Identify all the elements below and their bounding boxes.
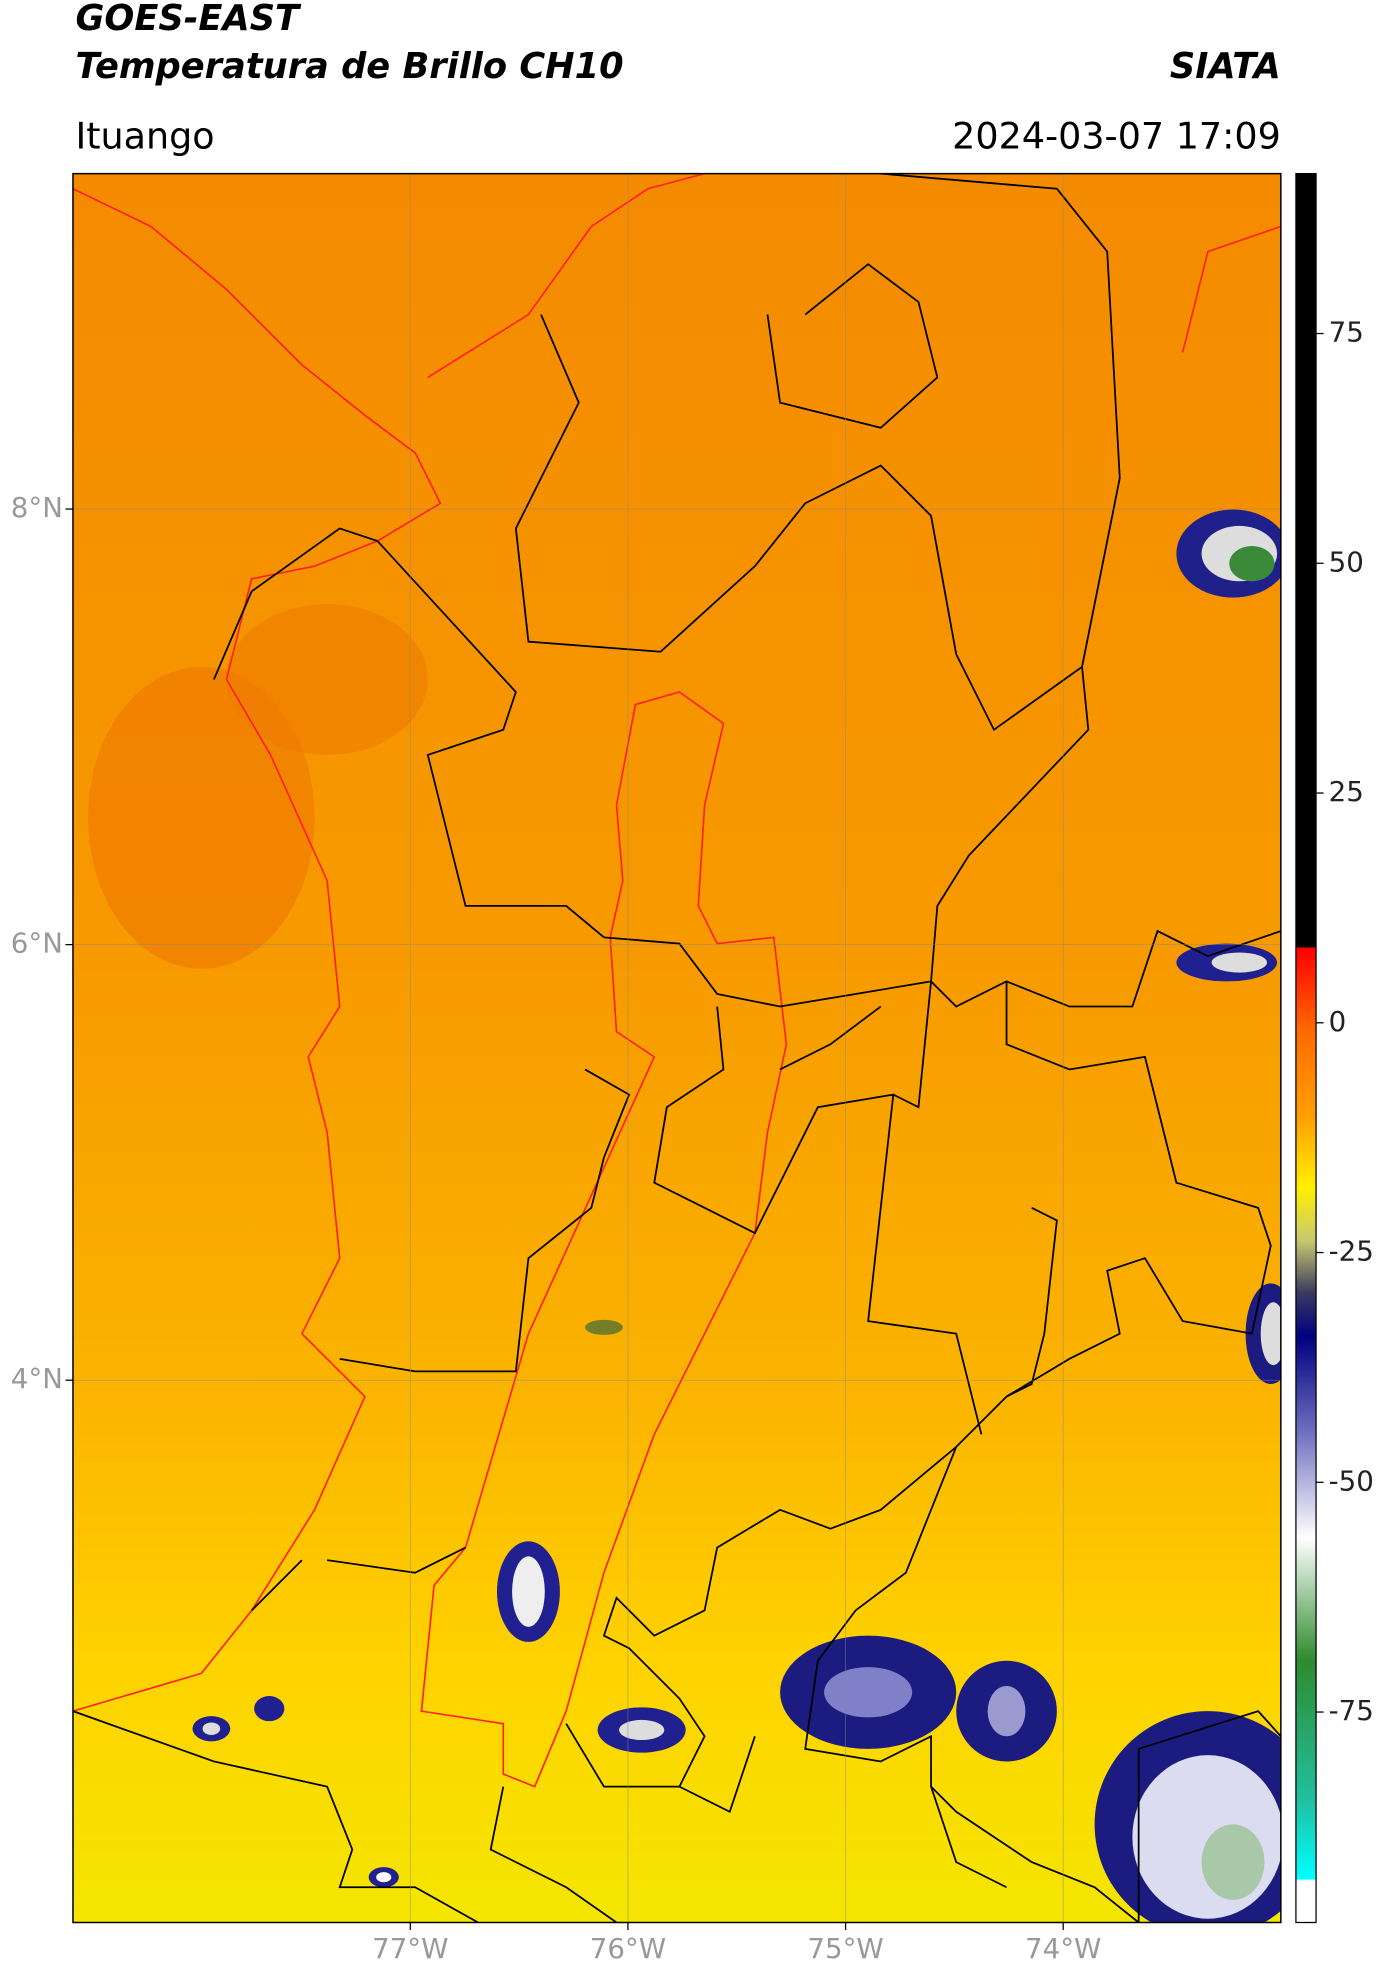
lat-tick-label: 8°N bbox=[11, 491, 63, 524]
colorbar-tick-label: -50 bbox=[1329, 1464, 1374, 1497]
lon-tick-label: 74°W bbox=[1025, 1932, 1101, 1965]
colorbar-tick-label: 75 bbox=[1329, 316, 1364, 349]
title: Temperatura de Brillo CH10 bbox=[75, 46, 623, 87]
lat-tick-label: 6°N bbox=[11, 927, 63, 960]
map-frame bbox=[72, 172, 1282, 1924]
lon-tick-label: 75°W bbox=[807, 1932, 883, 1965]
colorbar-tick-label: 0 bbox=[1329, 1005, 1347, 1038]
grid bbox=[72, 173, 1281, 1923]
colorbar bbox=[1295, 172, 1317, 1924]
source: SIATA bbox=[1170, 46, 1281, 87]
colorbar-tick-label: 50 bbox=[1329, 545, 1364, 578]
colorbar-tick-label: -25 bbox=[1329, 1235, 1374, 1268]
colorbar-tick-label: -75 bbox=[1329, 1694, 1374, 1727]
timestamp: 2024-03-07 17:09 bbox=[952, 114, 1281, 157]
title: GOES-EAST bbox=[75, 0, 302, 39]
region: Ituango bbox=[75, 114, 214, 157]
lon-tick-label: 77°W bbox=[372, 1932, 448, 1965]
lon-tick-label: 76°W bbox=[590, 1932, 666, 1965]
lat-tick-label: 4°N bbox=[11, 1362, 63, 1395]
map-image bbox=[72, 173, 1281, 1923]
colorbar-tick-label: 25 bbox=[1329, 775, 1364, 808]
